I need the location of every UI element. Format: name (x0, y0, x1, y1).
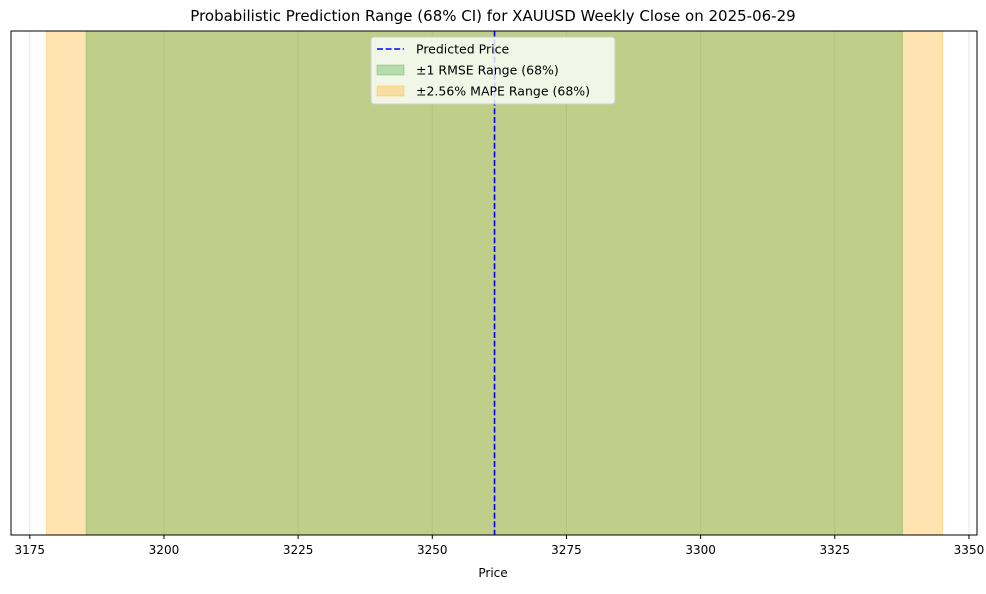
x-tick-label: 3225 (283, 543, 314, 557)
x-tick-label: 3175 (15, 543, 46, 557)
x-tick-label: 3350 (954, 543, 985, 557)
x-axis-label: Price (478, 566, 507, 580)
legend: Predicted Price ±1 RMSE Range (68%) ±2.56%… (370, 36, 616, 105)
legend-swatch-patch (376, 64, 405, 76)
legend-swatch-patch (376, 85, 405, 97)
legend-label: Predicted Price (416, 42, 509, 57)
x-tick-label: 3275 (551, 543, 582, 557)
legend-box (370, 36, 616, 105)
x-tick-label: 3200 (149, 543, 180, 557)
legend-label: ±2.56% MAPE Range (68%) (416, 84, 590, 99)
plot-frame (10, 30, 978, 536)
x-tick-label: 3300 (685, 543, 716, 557)
x-tick-label: 3325 (820, 543, 851, 557)
x-tick-label: 3250 (417, 543, 448, 557)
chart-title: Probabilistic Prediction Range (68% CI) … (190, 7, 795, 25)
legend-label: ±1 RMSE Range (68%) (416, 63, 559, 78)
